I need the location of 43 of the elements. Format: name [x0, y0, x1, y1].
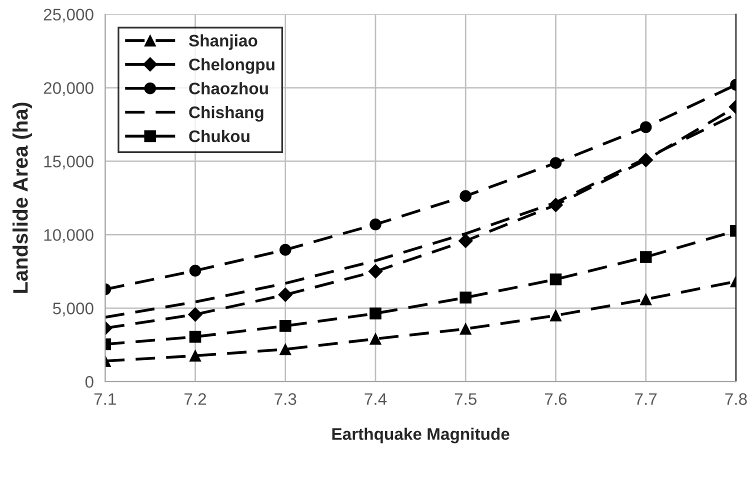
point	[458, 234, 473, 248]
x-tick-label: 7.8	[725, 393, 747, 405]
y-tick-label: 25,000	[44, 8, 94, 22]
point	[550, 273, 562, 286]
legend-label: Shanjiao	[188, 34, 258, 50]
x-tick-label: 7.4	[364, 393, 387, 405]
x-tick-label: 7.1	[94, 393, 116, 405]
x-axis-title: Earthquake Magnitude	[332, 428, 510, 444]
legend-label: Chelongpu	[189, 58, 274, 74]
point	[640, 293, 652, 306]
x-tick-label: 7.7	[635, 393, 657, 405]
y-tick-label: 15,000	[44, 156, 94, 170]
point	[368, 264, 383, 279]
x-tick-label: 7.3	[274, 393, 296, 405]
point	[370, 332, 382, 345]
point	[460, 322, 472, 335]
point	[189, 264, 202, 277]
point	[640, 121, 652, 134]
legend-label: Chukou	[189, 130, 250, 142]
legend-label: Chishang	[189, 106, 264, 122]
y-tick-label: 5,000	[52, 302, 94, 316]
point	[370, 308, 382, 320]
point	[188, 307, 202, 322]
point	[279, 343, 292, 356]
point	[640, 251, 652, 263]
x-tick-label: 7.2	[184, 393, 206, 405]
point	[370, 218, 382, 230]
point	[279, 320, 292, 332]
point	[550, 157, 562, 169]
point	[460, 292, 472, 304]
point	[550, 310, 562, 322]
y-axis-title: Landslide Area (ha)	[12, 102, 32, 293]
point	[278, 288, 293, 302]
x-tick-label: 7.5	[454, 393, 477, 405]
point	[279, 244, 292, 256]
y-tick-label: 0	[85, 376, 94, 388]
y-tick-label: 10,000	[44, 229, 94, 243]
point	[189, 330, 202, 343]
point	[460, 190, 472, 202]
point	[189, 350, 202, 362]
y-tick-label: 20,000	[44, 82, 94, 96]
legend-label: Chaozhou	[189, 82, 268, 94]
x-tick-label: 7.6	[545, 393, 567, 405]
